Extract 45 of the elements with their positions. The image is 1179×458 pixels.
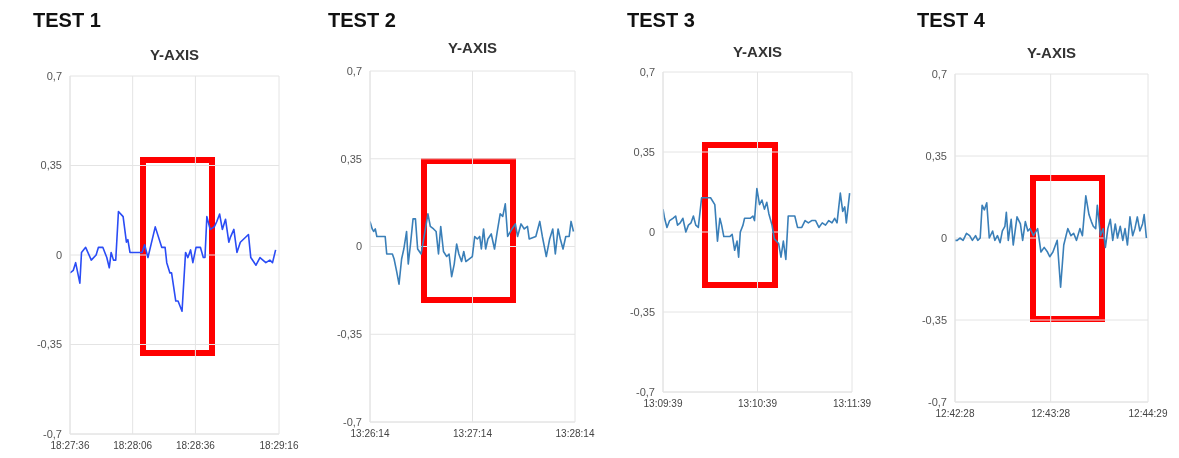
x-tick-label: 18:28:36: [175, 440, 216, 452]
y-tick-label: 0,35: [40, 159, 62, 172]
chart-title: TEST 2: [328, 9, 396, 32]
x-tick-label: 13:10:39: [738, 398, 778, 410]
y-tick-label: 0: [55, 248, 62, 261]
x-tick-label: 13:27:14: [453, 428, 493, 440]
y-tick-label: 0,35: [925, 149, 947, 162]
chart-title: TEST 4: [917, 9, 985, 32]
x-tick-label: 18:29:16: [259, 440, 299, 452]
x-tick-label: 13:26:14: [350, 428, 390, 440]
x-tick-label: 12:44:29: [1128, 408, 1168, 420]
y-tick-label: -0,35: [36, 338, 62, 351]
line-series: [663, 187, 851, 261]
y-tick-label: 0,7: [931, 67, 947, 80]
y-tick-label: 0,7: [46, 69, 62, 82]
y-tick-label: -0,35: [336, 328, 362, 341]
y-tick-label: 0: [940, 231, 947, 244]
y-tick-label: -0,7: [343, 415, 362, 428]
y-tick-label: -0,35: [629, 305, 655, 318]
line-series: [955, 195, 1148, 288]
y-tick-label: 0,35: [340, 152, 362, 165]
y-tick-label: -0,7: [636, 385, 655, 398]
x-tick-label: 18:27:36: [50, 440, 90, 452]
y-tick-label: 0: [355, 240, 362, 253]
line-series: [70, 210, 277, 313]
chart-subtitle: Y-AXIS: [1025, 44, 1078, 61]
y-tick-label: 0,7: [639, 65, 655, 78]
chart-subtitle: Y-AXIS: [446, 39, 499, 56]
chart-title: TEST 1: [33, 9, 101, 32]
x-tick-label: 13:28:14: [555, 428, 595, 440]
x-tick-label: 12:42:28: [935, 408, 975, 420]
chart-title: TEST 3: [627, 9, 695, 32]
y-tick-label: 0,7: [346, 64, 362, 77]
y-tick-label: 0: [648, 225, 655, 238]
y-tick-label: 0,35: [633, 145, 655, 158]
x-tick-label: 12:43:28: [1031, 408, 1071, 420]
x-tick-label: 13:09:39: [643, 398, 683, 410]
x-tick-label: 13:11:39: [832, 398, 872, 410]
x-tick-label: 18:28:06: [113, 440, 153, 452]
chart-subtitle: Y-AXIS: [731, 43, 784, 60]
y-tick-label: -0,7: [928, 395, 947, 408]
y-tick-label: -0,7: [43, 427, 62, 440]
line-series: [370, 203, 575, 285]
y-tick-label: -0,35: [921, 313, 947, 326]
chart-subtitle: Y-AXIS: [148, 46, 201, 63]
